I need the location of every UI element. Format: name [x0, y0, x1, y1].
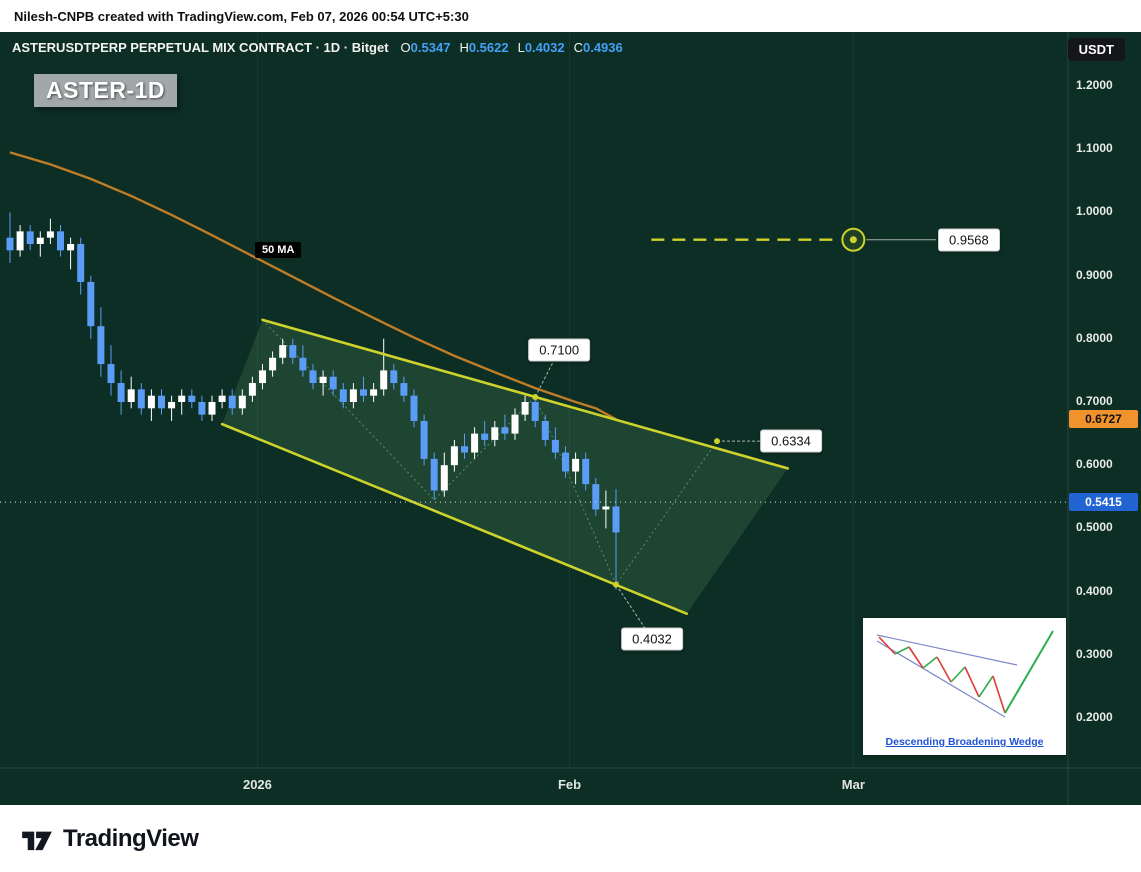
price-callout-wedge-high[interactable]: 0.7100 — [528, 338, 591, 362]
chart-watermark-label: ASTER-1D — [34, 74, 178, 107]
time-axis-label: 2026 — [242, 777, 272, 792]
price-chart-canvas[interactable] — [0, 32, 1141, 805]
price-axis-label: 0.5000 — [1076, 520, 1113, 535]
price-axis-label: 0.4000 — [1076, 583, 1113, 598]
price-axis-label: 0.9000 — [1076, 267, 1113, 282]
chart-header: ASTERUSDTPERP PERPETUAL MIX CONTRACT · 1… — [12, 40, 632, 55]
ma-50-label: 50 MA — [255, 242, 302, 258]
ohlc-high: H0.5622 — [459, 40, 509, 55]
time-axis-label: Mar — [841, 777, 865, 792]
pattern-inset: Descending Broadening Wedge — [863, 618, 1066, 755]
ohlc-open: O0.5347 — [400, 40, 451, 55]
price-axis-label: 1.2000 — [1076, 78, 1113, 92]
ohlc-close: C0.4936 — [573, 40, 623, 55]
last-price-badge: 0.5415 — [1069, 493, 1138, 512]
quote-currency-badge: USDT — [1067, 38, 1125, 61]
price-axis-label: 0.3000 — [1076, 646, 1113, 661]
attribution-bar: Nilesh-CNPB created with TradingView.com… — [0, 0, 1141, 32]
symbol-title: ASTERUSDTPERP PERPETUAL MIX CONTRACT · 1… — [12, 40, 389, 55]
footer-bar: TradingView — [0, 805, 1141, 872]
pattern-inset-caption: Descending Broadening Wedge — [885, 736, 1044, 748]
price-axis[interactable]: 1.2000 1.1000 1.0000 0.9000 0.8000 0.7000 0.60… — [1068, 32, 1141, 768]
ohlc-low: L0.4032 — [517, 40, 565, 55]
price-axis-label: 1.0000 — [1076, 204, 1113, 219]
price-axis-label: 1.1000 — [1076, 141, 1113, 156]
tradingview-brand-text[interactable]: TradingView — [63, 824, 199, 852]
ma-value-badge: 0.6727 — [1069, 410, 1138, 429]
price-callout-target[interactable]: 0.9568 — [938, 228, 1000, 252]
chart-area[interactable]: ASTERUSDTPERP PERPETUAL MIX CONTRACT · 1… — [0, 32, 1141, 805]
attribution-text: Nilesh-CNPB created with TradingView.com… — [14, 8, 469, 24]
time-axis[interactable]: 2026 Feb Mar — [0, 768, 1068, 805]
broadening-wedge-diagram — [876, 630, 1054, 718]
price-callout-wedge-mid[interactable]: 0.6334 — [760, 429, 822, 453]
price-callout-wedge-low[interactable]: 0.4032 — [621, 627, 683, 651]
tradingview-logo-icon[interactable] — [20, 826, 54, 852]
price-axis-label: 0.7000 — [1076, 394, 1113, 408]
price-axis-label: 0.6000 — [1076, 457, 1113, 472]
price-axis-label: 0.2000 — [1076, 710, 1113, 724]
time-axis-label: Feb — [557, 777, 582, 792]
price-axis-label: 0.8000 — [1076, 330, 1113, 345]
